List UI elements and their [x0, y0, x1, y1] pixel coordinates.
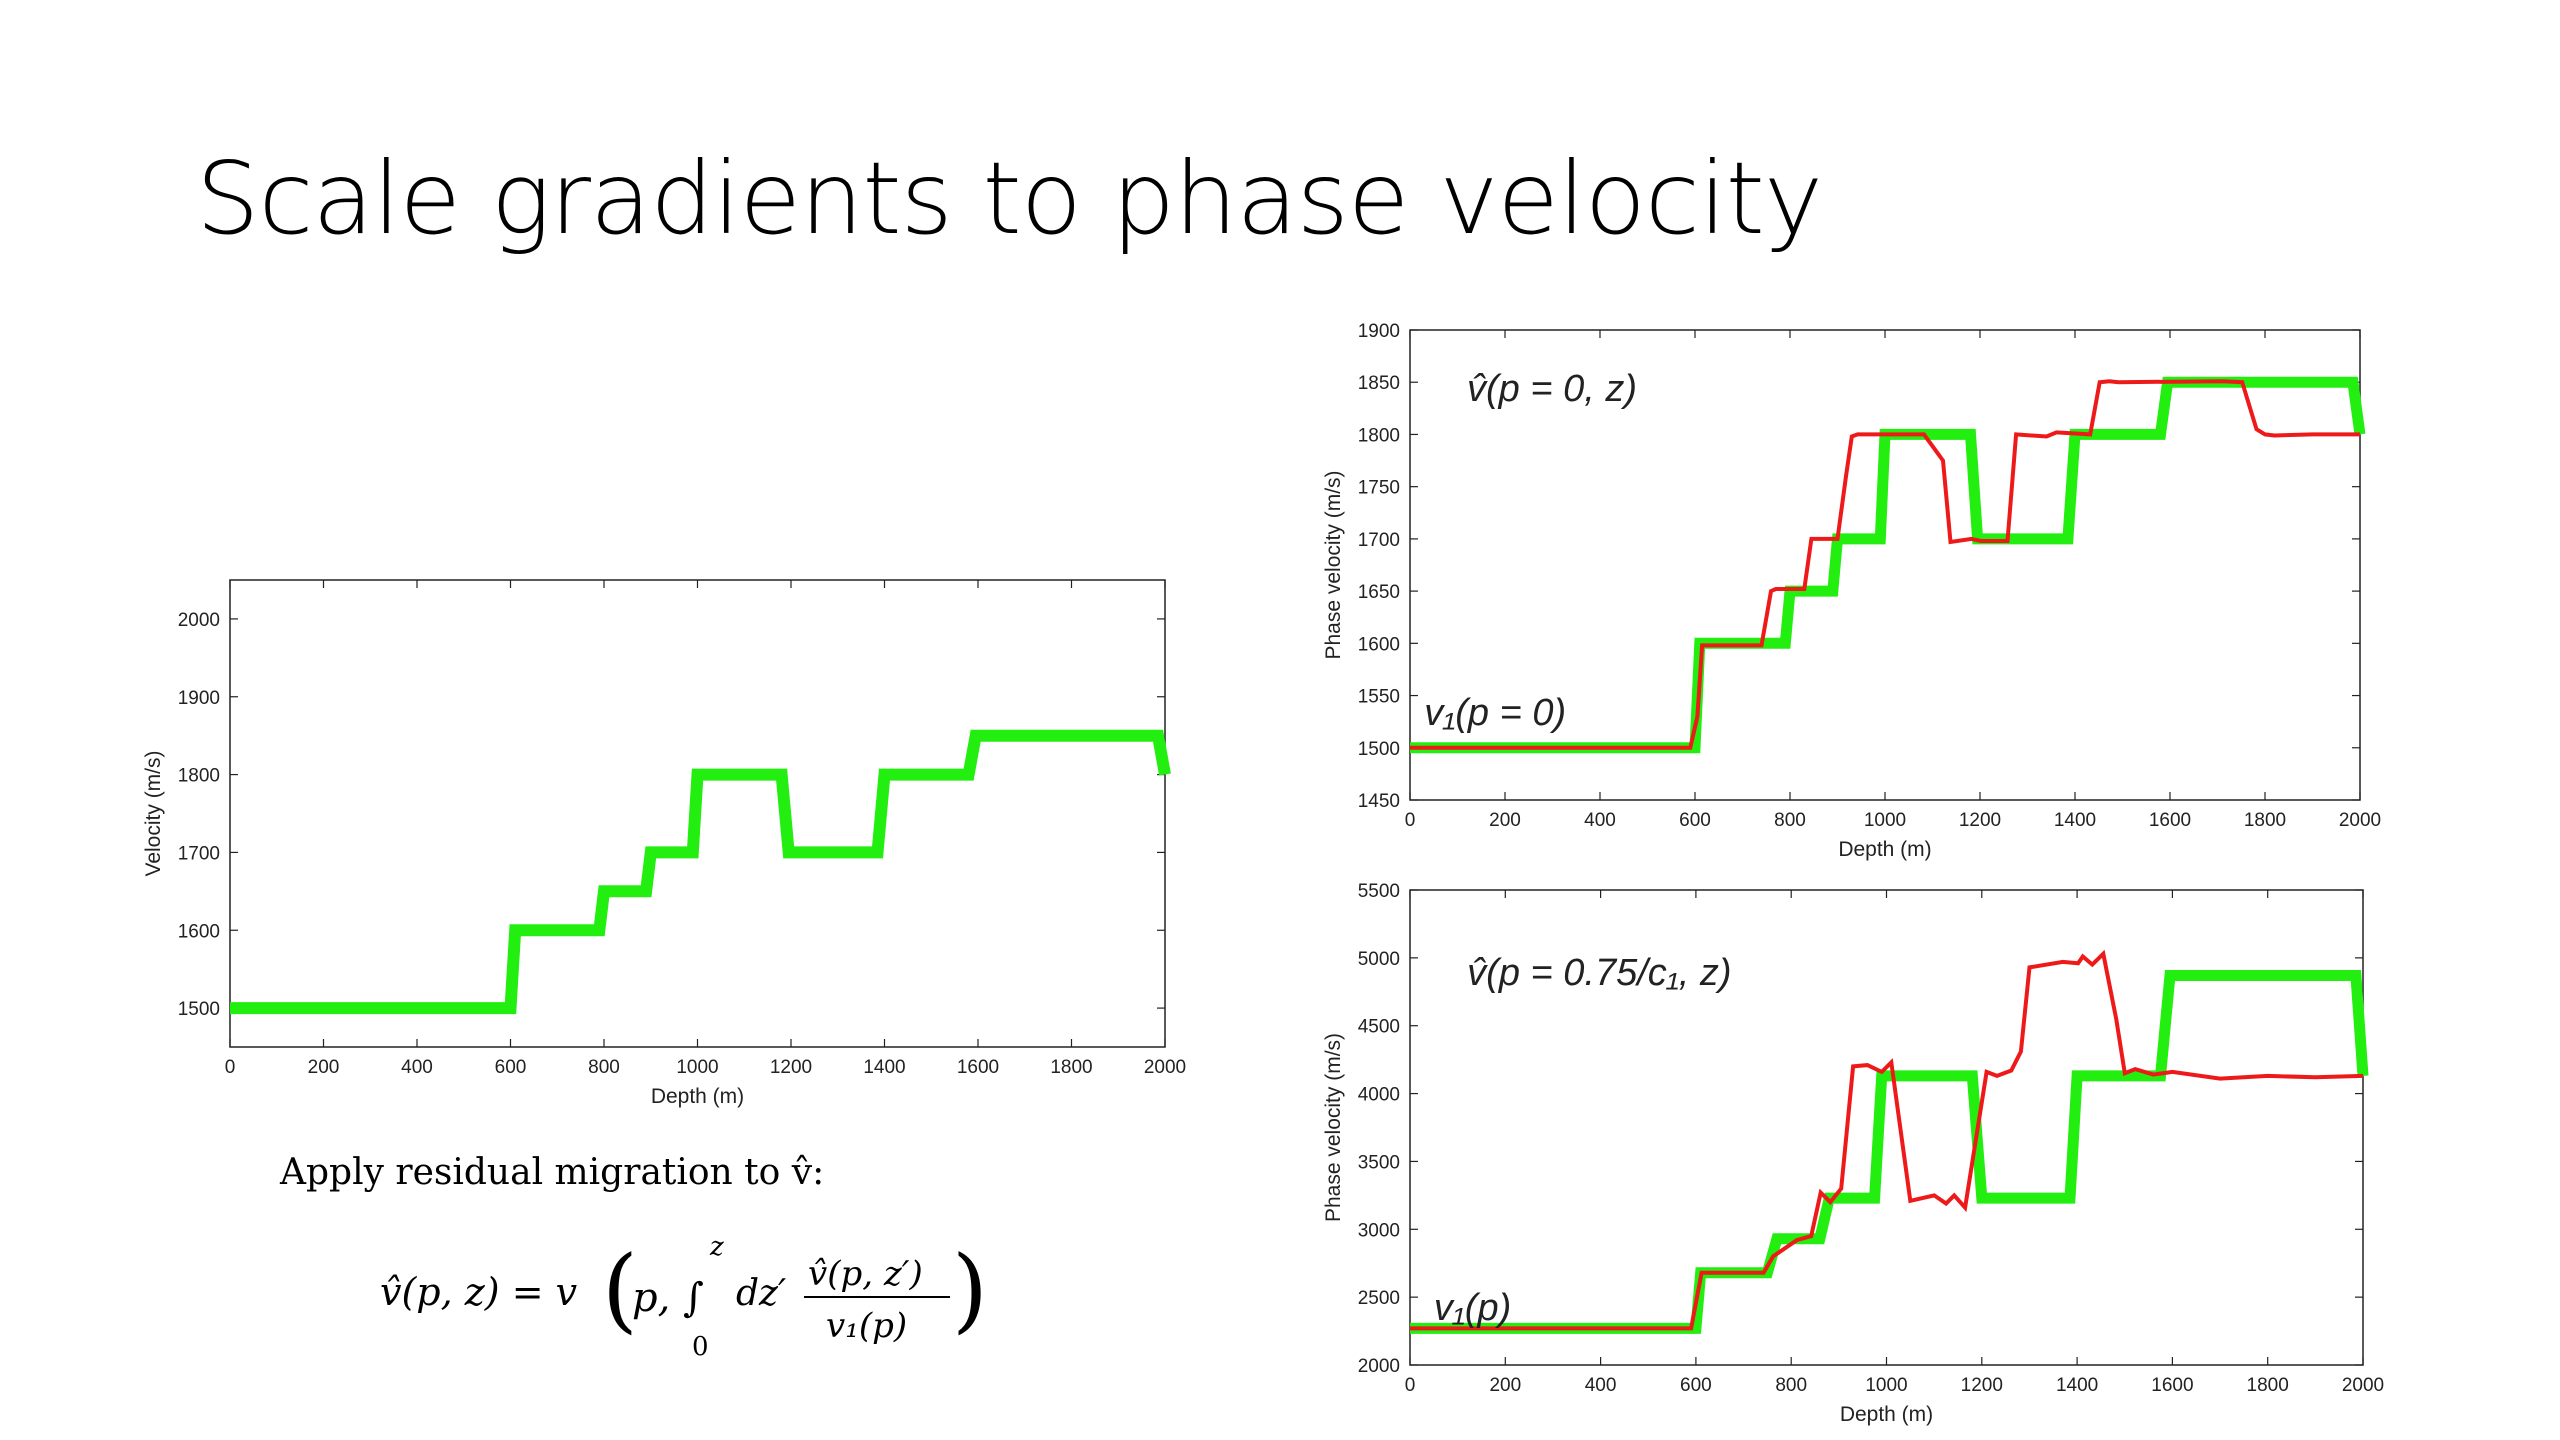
x-tick-label: 0	[1405, 810, 1416, 831]
x-tick-label: 800	[588, 1057, 620, 1078]
y-tick-label: 2000	[1358, 1356, 1400, 1377]
series-line-red	[1410, 379, 2360, 750]
y-tick-label: 4500	[1358, 1017, 1400, 1038]
x-tick-label: 400	[401, 1057, 433, 1078]
x-tick-label: 400	[1585, 1375, 1617, 1396]
y-tick-label: 5000	[1358, 949, 1400, 970]
vhat-label: v̂(p = 0, z)	[1467, 368, 1637, 410]
y-tick-label: 1500	[178, 999, 220, 1020]
x-tick-label: 1600	[957, 1057, 999, 1078]
y-tick-label: 2000	[178, 610, 220, 631]
x-tick-label: 200	[1489, 810, 1521, 831]
x-tick-label: 0	[1405, 1375, 1416, 1396]
y-tick-label: 1700	[178, 843, 220, 864]
y-tick-label: 1650	[1358, 582, 1400, 603]
y-tick-label: 1600	[1358, 634, 1400, 655]
series-line-green	[1410, 970, 2369, 1334]
formula-numerator: v̂(p, z′)	[808, 1254, 923, 1294]
x-axis-label: Depth (m)	[651, 1085, 744, 1108]
x-axis-label: Depth (m)	[1838, 838, 1931, 861]
y-tick-label: 1700	[1358, 530, 1400, 551]
formula-denominator: v₁(p)	[826, 1306, 907, 1346]
formula-upper-limit: z	[709, 1232, 724, 1262]
x-tick-label: 1000	[1865, 1375, 1907, 1396]
x-tick-label: 1400	[863, 1057, 905, 1078]
formula-right-paren: )	[952, 1236, 988, 1343]
y-tick-label: 1900	[1358, 321, 1400, 342]
x-tick-label: 1800	[2247, 1375, 2289, 1396]
y-tick-label: 1600	[178, 921, 220, 942]
y-tick-label: 1800	[1358, 425, 1400, 446]
bottom-right-chart: 0 200 400 600 800 1000 1200 1400 1600 1800 2000 200…	[1322, 881, 2384, 1426]
slide-title: Scale gradients to phase velocity	[196, 140, 1823, 257]
y-tick-label: 3000	[1358, 1220, 1400, 1241]
formula-caption: Apply residual migration to v̂:	[280, 1152, 825, 1193]
x-tick-label: 1200	[1961, 1375, 2003, 1396]
x-tick-label: 200	[1489, 1375, 1521, 1396]
residual-migration-formula: v̂(p, z) = v ( p, ∫ z 0 dz′ v̂(p, z′) v₁…	[380, 1232, 988, 1362]
x-tick-label: 1000	[1864, 810, 1906, 831]
x-tick-label: 600	[1680, 1375, 1712, 1396]
x-tick-label: 2000	[2342, 1375, 2384, 1396]
y-tick-label: 1900	[178, 688, 220, 709]
formula-inner: p, ∫	[632, 1275, 704, 1321]
y-tick-label: 1550	[1358, 687, 1400, 708]
y-tick-label: 1450	[1358, 791, 1400, 812]
x-tick-label: 600	[1679, 810, 1711, 831]
x-tick-label: 400	[1584, 810, 1616, 831]
x-tick-label: 2000	[2339, 810, 2381, 831]
x-tick-label: 1800	[2244, 810, 2286, 831]
v1-label: v₁(p)	[1434, 1287, 1511, 1329]
x-tick-label: 600	[495, 1057, 527, 1078]
x-tick-label: 1800	[1050, 1057, 1092, 1078]
x-tick-label: 800	[1774, 810, 1806, 831]
x-tick-label: 1400	[2056, 1375, 2098, 1396]
y-axis-label: Phase velocity (m/s)	[1322, 1033, 1345, 1222]
x-tick-label: 200	[308, 1057, 340, 1078]
x-tick-label: 1200	[1959, 810, 2001, 831]
left-chart: 0 200 400 600 800 1000 1200 1400 1600 1800 2000 150…	[142, 579, 1186, 1108]
y-tick-label: 1800	[178, 766, 220, 787]
formula-left-paren: (	[602, 1236, 638, 1343]
y-tick-label: 4000	[1358, 1085, 1400, 1106]
y-axis-label: Velocity (m/s)	[142, 750, 165, 876]
series-line-green	[230, 729, 1171, 1015]
v1-label: v₁(p = 0)	[1424, 692, 1566, 734]
x-tick-label: 1400	[2054, 810, 2096, 831]
x-tick-label: 1600	[2151, 1375, 2193, 1396]
x-axis-label: Depth (m)	[1840, 1403, 1933, 1426]
top-right-chart: 0 200 400 600 800 1000 1200 1400 1600 1800 2000 145…	[1322, 321, 2381, 861]
y-tick-label: 3500	[1358, 1152, 1400, 1173]
series-line-red	[1410, 949, 2364, 1331]
y-tick-label: 1850	[1358, 373, 1400, 394]
formula-lhs: v̂(p, z) = v	[380, 1270, 578, 1314]
x-tick-label: 1200	[770, 1057, 812, 1078]
x-tick-label: 2000	[1144, 1057, 1186, 1078]
y-tick-label: 1500	[1358, 739, 1400, 760]
vhat-label: v̂(p = 0.75/c₁, z)	[1467, 952, 1731, 994]
y-tick-label: 5500	[1358, 881, 1400, 902]
x-tick-label: 1000	[676, 1057, 718, 1078]
x-tick-label: 0	[225, 1057, 236, 1078]
x-tick-label: 1600	[2149, 810, 2191, 831]
y-axis-label: Phase velocity (m/s)	[1322, 470, 1345, 659]
y-tick-label: 1750	[1358, 478, 1400, 499]
formula-lower-limit: 0	[692, 1332, 709, 1362]
formula-dz: dz′	[736, 1273, 786, 1314]
x-tick-label: 800	[1775, 1375, 1807, 1396]
y-tick-label: 2500	[1358, 1288, 1400, 1309]
